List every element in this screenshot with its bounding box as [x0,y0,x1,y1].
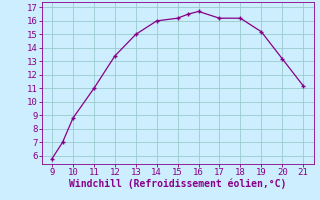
X-axis label: Windchill (Refroidissement éolien,°C): Windchill (Refroidissement éolien,°C) [69,179,286,189]
